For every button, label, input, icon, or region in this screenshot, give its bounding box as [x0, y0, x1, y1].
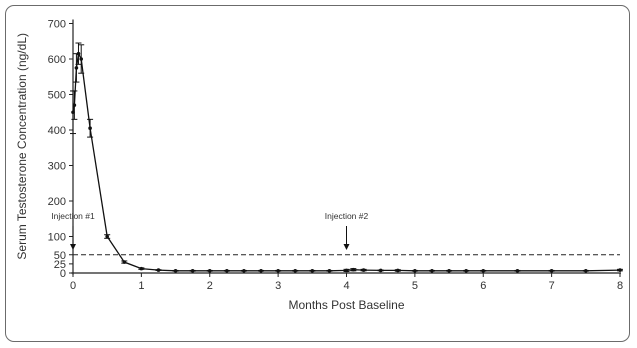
data-point	[275, 269, 282, 273]
data-point	[446, 269, 453, 273]
point-marker	[207, 269, 212, 273]
data-point	[343, 268, 350, 273]
data-point	[206, 269, 213, 273]
data-point	[138, 266, 145, 271]
point-marker	[156, 268, 161, 272]
data-point	[104, 234, 111, 239]
data-point	[75, 42, 82, 65]
data-point	[326, 269, 333, 273]
annotation-label: Injection #1	[51, 211, 95, 221]
point-marker	[173, 269, 178, 273]
x-tick-label: 2	[207, 280, 213, 292]
y-axis-title: Serum Testosterone Concentration (ng/dL)	[15, 33, 29, 260]
data-point	[480, 269, 487, 273]
data-point	[155, 268, 162, 272]
y-tick-label: 100	[48, 232, 66, 244]
data-point	[582, 269, 589, 273]
point-marker	[378, 268, 383, 273]
data-point	[360, 268, 367, 272]
x-tick-label: 4	[343, 280, 349, 292]
point-marker	[79, 57, 84, 61]
data-point	[350, 267, 357, 272]
data-point	[394, 268, 401, 273]
point-marker	[430, 269, 434, 273]
x-tick-label: 5	[412, 280, 418, 292]
point-marker	[139, 266, 144, 271]
point-marker	[105, 234, 109, 239]
x-tick-label: 8	[617, 280, 623, 292]
point-marker	[293, 269, 298, 273]
point-marker	[549, 269, 554, 273]
point-marker	[310, 269, 315, 273]
x-tick-label: 0	[70, 280, 76, 292]
x-tick-label: 3	[275, 280, 281, 292]
annotation-arrow-head	[70, 244, 76, 250]
data-point	[292, 269, 299, 273]
y-tick-label: 700	[48, 19, 66, 31]
point-marker	[190, 269, 195, 273]
point-marker	[447, 269, 451, 273]
data-point	[258, 269, 265, 273]
point-marker	[395, 268, 400, 273]
y-tick-label: 500	[48, 90, 66, 102]
data-point	[428, 269, 435, 273]
point-marker	[74, 66, 79, 70]
y-tick-label: 300	[48, 161, 66, 173]
series-layer	[70, 42, 623, 273]
data-point	[87, 118, 94, 138]
point-marker	[327, 269, 332, 273]
point-marker	[361, 268, 366, 272]
data-point	[78, 44, 85, 74]
annotation-label: Injection #2	[325, 211, 369, 221]
data-point	[617, 268, 623, 272]
y-tick-label: 0	[60, 268, 66, 280]
point-marker	[72, 103, 77, 107]
data-point	[514, 269, 521, 273]
y-tick-label: 200	[48, 196, 66, 208]
data-point	[309, 269, 316, 273]
point-marker	[413, 269, 417, 273]
data-point	[411, 269, 418, 273]
injection-annotation: Injection #2	[325, 211, 369, 250]
point-marker	[276, 269, 280, 273]
point-marker	[481, 269, 486, 273]
data-point	[189, 269, 196, 273]
data-point	[377, 268, 384, 273]
point-marker	[351, 267, 356, 272]
point-marker	[515, 269, 520, 273]
series-line	[72, 51, 621, 272]
chart-frame	[5, 5, 630, 342]
point-marker	[122, 260, 127, 264]
data-point	[223, 269, 230, 273]
data-point	[240, 269, 247, 273]
x-tick-label: 7	[549, 280, 555, 292]
point-marker	[76, 51, 81, 56]
point-marker	[225, 269, 229, 273]
point-marker	[618, 268, 622, 272]
data-point	[121, 260, 128, 264]
y-tick-label: 25	[54, 259, 66, 271]
x-axis-title: Months Post Baseline	[288, 298, 404, 312]
point-marker	[464, 269, 468, 273]
annotation-layer: Injection #1 Injection #2	[51, 211, 369, 250]
y-tick-label: 50	[54, 250, 66, 262]
x-tick-label: 6	[480, 280, 486, 292]
point-marker	[584, 269, 588, 273]
point-marker	[344, 268, 349, 273]
point-marker	[242, 269, 246, 273]
point-marker	[88, 126, 92, 131]
data-point	[71, 90, 78, 120]
y-tick-label: 400	[48, 125, 66, 137]
point-marker	[259, 269, 263, 273]
data-point	[548, 269, 555, 273]
data-point	[463, 269, 470, 273]
data-point	[172, 269, 179, 273]
y-tick-label: 600	[48, 54, 66, 66]
injection-annotation: Injection #1	[51, 211, 95, 250]
x-tick-label: 1	[138, 280, 144, 292]
annotation-arrow-head	[343, 244, 350, 250]
